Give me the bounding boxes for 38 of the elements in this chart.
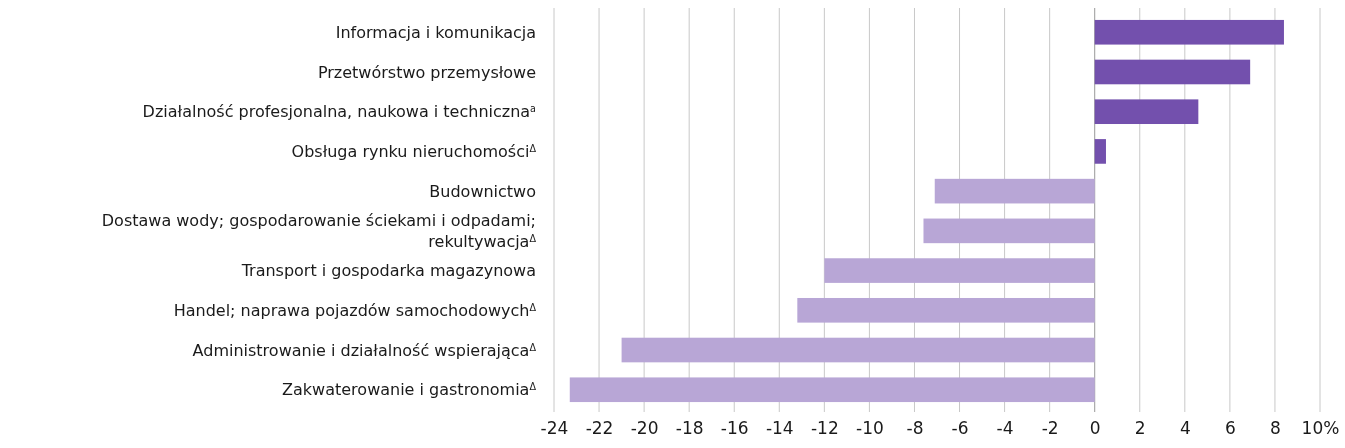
x-tick-label: -8 bbox=[906, 418, 924, 439]
x-tick-label: 0 bbox=[1089, 418, 1101, 439]
y-tick-label: Budownictwo bbox=[429, 181, 536, 201]
x-tick-label: 2 bbox=[1134, 418, 1146, 439]
y-tick-label: Informacja i komunikacja bbox=[335, 22, 536, 42]
x-tick-label: -6 bbox=[951, 418, 969, 439]
x-tick-label: 10% bbox=[1301, 418, 1340, 439]
x-tick-label: -12 bbox=[810, 418, 839, 439]
bar bbox=[1094, 19, 1284, 45]
x-tick-label: -10 bbox=[856, 418, 884, 439]
bar bbox=[1094, 99, 1199, 125]
x-tick-label: -22 bbox=[585, 418, 614, 439]
y-tick-label: Zakwaterowanie i gastronomia$^{Δ}$ bbox=[282, 380, 537, 400]
x-tick-label: -20 bbox=[630, 418, 659, 439]
bar bbox=[797, 297, 1095, 323]
bar bbox=[824, 258, 1095, 283]
x-tick-label: -24 bbox=[540, 418, 569, 439]
x-tick-label: -2 bbox=[1041, 418, 1059, 439]
y-tick-label: Handel; naprawa pojazdów samochodowych$^{Δ}$ bbox=[173, 300, 537, 320]
y-tick-label: Obsługa rynku nieruchomości$^{Δ}$ bbox=[291, 142, 537, 162]
x-tick-label: -14 bbox=[765, 418, 794, 439]
bar bbox=[621, 337, 1095, 363]
x-tick-label: -4 bbox=[996, 418, 1014, 439]
y-tick-label: Transport i gospodarka magazynowa bbox=[240, 261, 536, 281]
bar bbox=[569, 377, 1095, 403]
bar bbox=[923, 218, 1095, 244]
x-tick-label: 8 bbox=[1270, 418, 1281, 439]
bar bbox=[934, 178, 1095, 204]
x-tick-label: -16 bbox=[720, 418, 749, 439]
y-tick-label: Administrowanie i działalność wspierająca$^{Δ}$ bbox=[192, 340, 537, 360]
x-tick-label: 6 bbox=[1224, 418, 1236, 439]
y-tick-label: Dostawa wody; gospodarowanie ściekami i odpadami; rekultywacja$^{Δ}$ bbox=[101, 210, 537, 251]
bar bbox=[1094, 59, 1251, 85]
y-tick-label: Działalność profesjonalna, naukowa i techniczna$^{a}$ bbox=[142, 102, 536, 122]
bar bbox=[1094, 139, 1106, 164]
x-tick-label: -18 bbox=[675, 418, 704, 439]
y-tick-label: Przetwórstwo przemysłowe bbox=[317, 62, 536, 82]
x-tick-label: 4 bbox=[1179, 418, 1191, 439]
